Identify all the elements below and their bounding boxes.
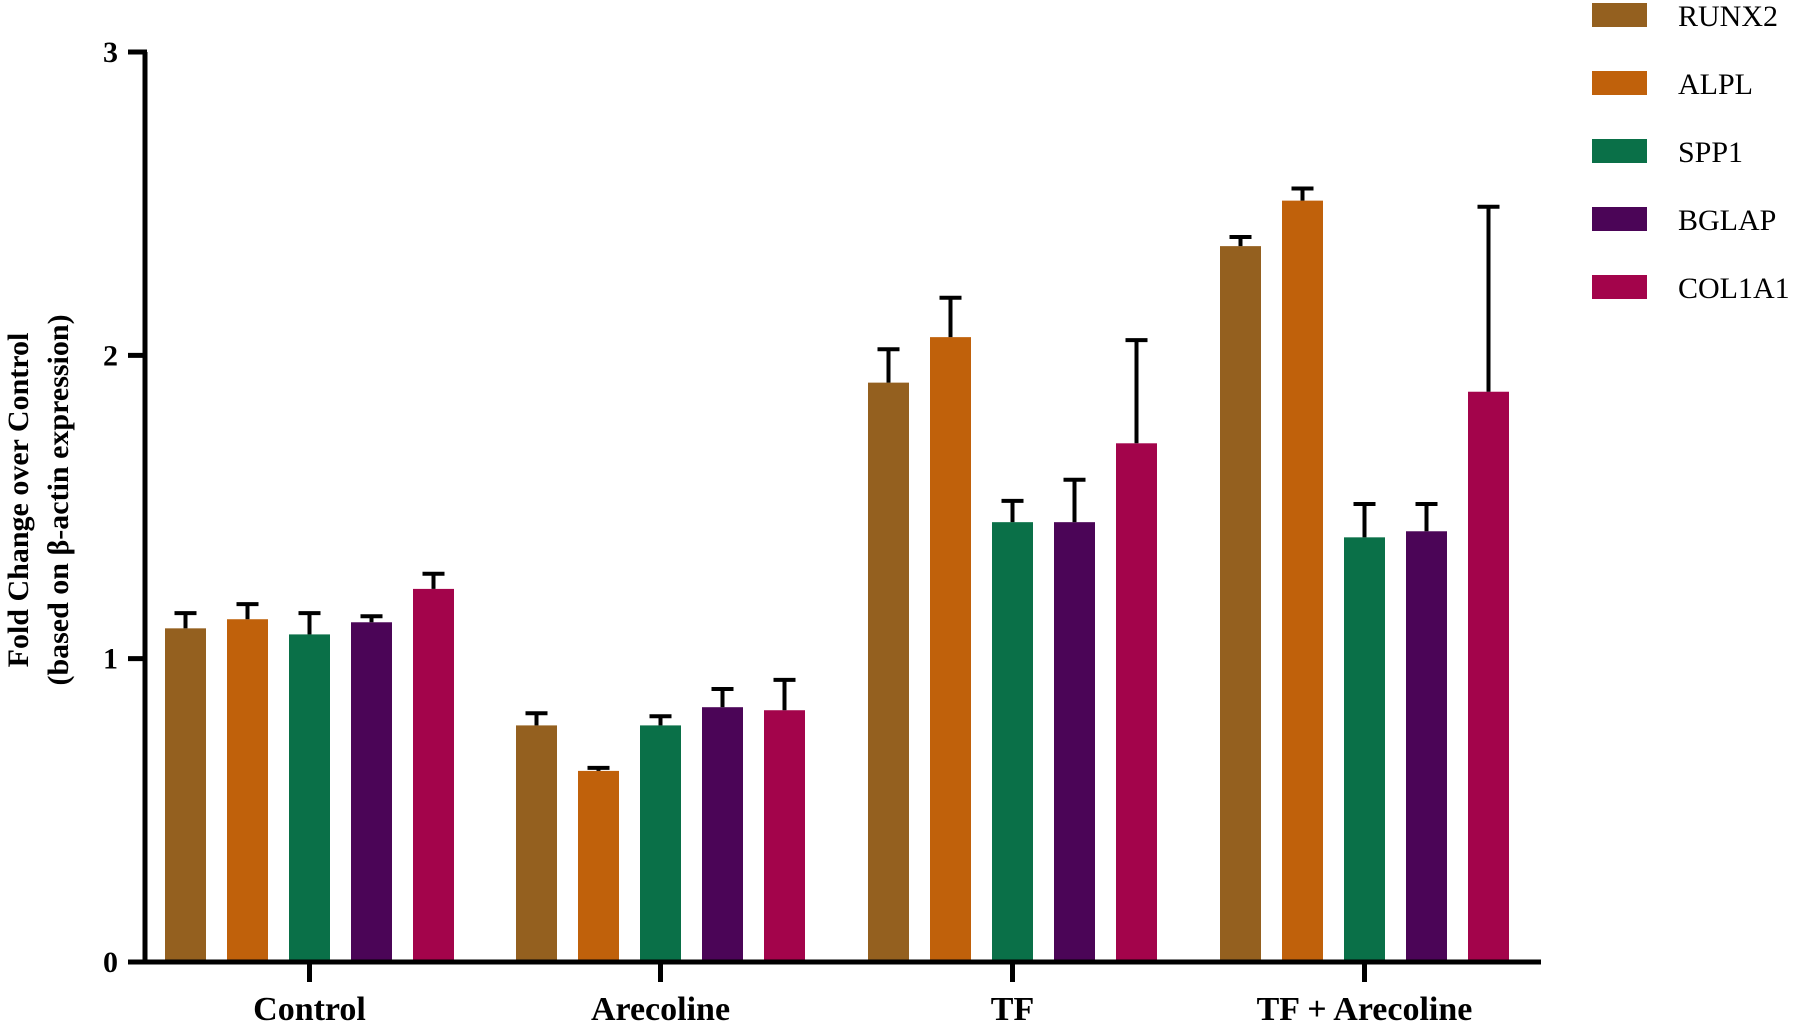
y-tick-label: 1 [103,643,118,676]
bar-runx2-tf-arecoline [1220,246,1261,963]
legend-swatch-spp1 [1592,139,1647,163]
error-bar [877,347,900,383]
error-bar [1229,235,1252,247]
legend-swatch-bglap [1592,207,1647,231]
y-ticks: 0 1 2 3 [103,36,147,979]
bar-spp1-tf-arecoline [1344,537,1385,962]
error-bar [174,611,197,629]
bar-bglap-tf [1054,522,1095,962]
error-bar [1001,498,1024,523]
error-bar [1125,338,1148,444]
legend-swatch-col1a1 [1592,275,1647,299]
bar-runx2-arecoline [516,725,557,962]
bar-bglap-arecoline [702,707,743,962]
y-tick-label: 3 [103,36,118,69]
error-bar [1415,501,1438,532]
legend-label-col1a1: COL1A1 [1678,272,1790,305]
bar-col1a1-arecoline [764,710,805,962]
y-tick-label: 2 [103,339,118,372]
x-category-label: Control [253,991,366,1023]
bar-spp1-arecoline [640,725,681,962]
error-bar [1063,477,1086,523]
error-bar [1353,501,1376,538]
legend-swatch-runx2 [1592,3,1647,27]
error-bar [298,611,321,635]
error-bar [525,711,548,726]
y-axis-label-line1: Fold Change over Control [2,333,35,668]
error-bar [1291,186,1314,201]
bar-spp1-control [289,634,330,962]
legend-label-alpl: ALPL [1678,68,1753,101]
bar-col1a1-tf [1116,443,1157,962]
bar-runx2-control [165,628,206,962]
legend-label-bglap: BGLAP [1678,204,1776,237]
error-bar [422,571,445,589]
error-bar [939,295,962,338]
error-bar [587,765,610,771]
error-bar [649,714,672,726]
error-bar [236,602,259,620]
bar-bglap-control [351,622,392,962]
bar-alpl-tf-arecoline [1282,200,1323,963]
bars-layer [165,200,1509,963]
error-bar [773,677,796,711]
legend: RUNX2 ALPL SPP1 BGLAP COL1A1 [1592,0,1790,305]
error-bar [360,614,383,623]
x-category-label: TF [991,991,1034,1023]
bar-alpl-arecoline [578,770,619,962]
error-bars-layer [174,186,1500,771]
y-tick-label: 0 [103,946,118,979]
bar-runx2-tf [868,382,909,963]
legend-label-runx2: RUNX2 [1678,0,1778,33]
bar-spp1-tf [992,522,1033,962]
x-category-label: Arecoline [591,991,730,1023]
bar-col1a1-control [413,588,454,962]
bar-alpl-control [227,619,268,962]
bar-alpl-tf [930,337,971,963]
bar-bglap-tf-arecoline [1406,531,1447,962]
error-bar [1477,204,1500,392]
legend-label-spp1: SPP1 [1678,136,1743,169]
error-bar [711,687,734,708]
x-categories: Control Arecoline TF TF + Arecoline [253,962,1472,1023]
x-category-label: TF + Arecoline [1257,991,1473,1023]
y-axis-label-line2: (based on β-actin expression) [42,314,75,685]
y-axis-label: Fold Change over Control (based on β-act… [2,314,75,685]
bar-col1a1-tf-arecoline [1468,391,1509,962]
legend-swatch-alpl [1592,71,1647,95]
